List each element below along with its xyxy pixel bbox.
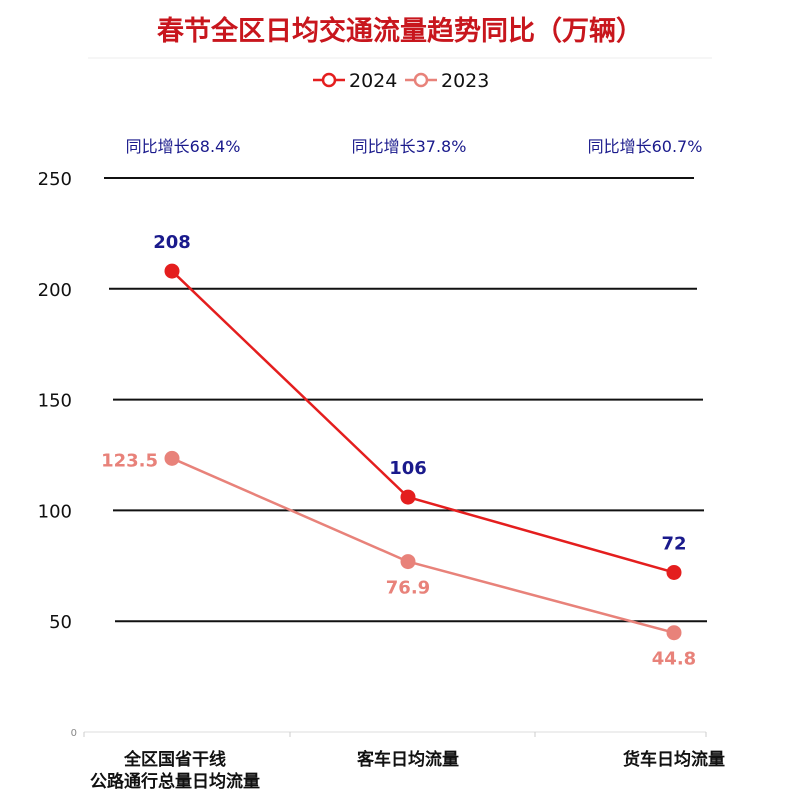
legend-item-2023: 2023 [405,70,489,92]
point-2024-1 [164,263,180,279]
data-label-2023-2: 76.9 [386,578,430,599]
series-line-2024 [171,270,675,574]
data-label-2024-3: 72 [661,533,686,554]
legend-marker-2024 [321,72,337,88]
gridlines [104,177,707,623]
data-label-2023-1: 123.5 [101,450,158,471]
series-layer [164,263,682,641]
y-axis-ticks: 0 50 100 150 200 250 [38,169,77,739]
y-tick-label-200: 200 [38,280,72,301]
point-2023-2 [400,554,416,570]
x-category-label-1-line-1: 全区国省干线 [123,749,226,770]
legend: 2024 2023 [313,70,489,92]
y-tick-label-250: 250 [38,169,72,190]
legend-label-2024: 2024 [349,70,397,92]
data-label-2023-3: 44.8 [652,649,696,670]
y-tick-label-100: 100 [38,501,72,522]
data-label-2024-1: 208 [153,232,191,253]
chart-title: 春节全区日均交通流量趋势同比（万辆） [157,15,643,47]
point-2023-1 [164,450,180,466]
yoy-label-2: 同比增长37.8% [352,137,467,156]
point-2024-2 [400,489,416,505]
legend-marker-2023 [413,72,429,88]
data-labels: 208 106 72 123.5 76.9 44.8 [101,232,696,670]
x-category-label-3: 货车日均流量 [623,749,725,770]
x-category-label-1-line-2: 公路通行总量日均流量 [90,771,260,792]
yoy-label-1: 同比增长68.4% [126,137,241,156]
yoy-label-3: 同比增长60.7% [588,137,703,156]
x-category-label-2: 客车日均流量 [356,749,459,770]
legend-label-2023: 2023 [441,70,489,92]
yoy-labels: 同比增长68.4% 同比增长37.8% 同比增长60.7% [126,137,703,156]
y-tick-label-50: 50 [49,612,72,633]
legend-item-2024: 2024 [313,70,397,92]
y-tick-label-0: 0 [71,728,77,739]
data-label-2024-2: 106 [389,458,427,479]
point-2023-3 [666,625,682,641]
series-line-2023 [171,457,675,634]
point-2024-3 [666,564,682,580]
y-tick-label-150: 150 [38,391,72,412]
